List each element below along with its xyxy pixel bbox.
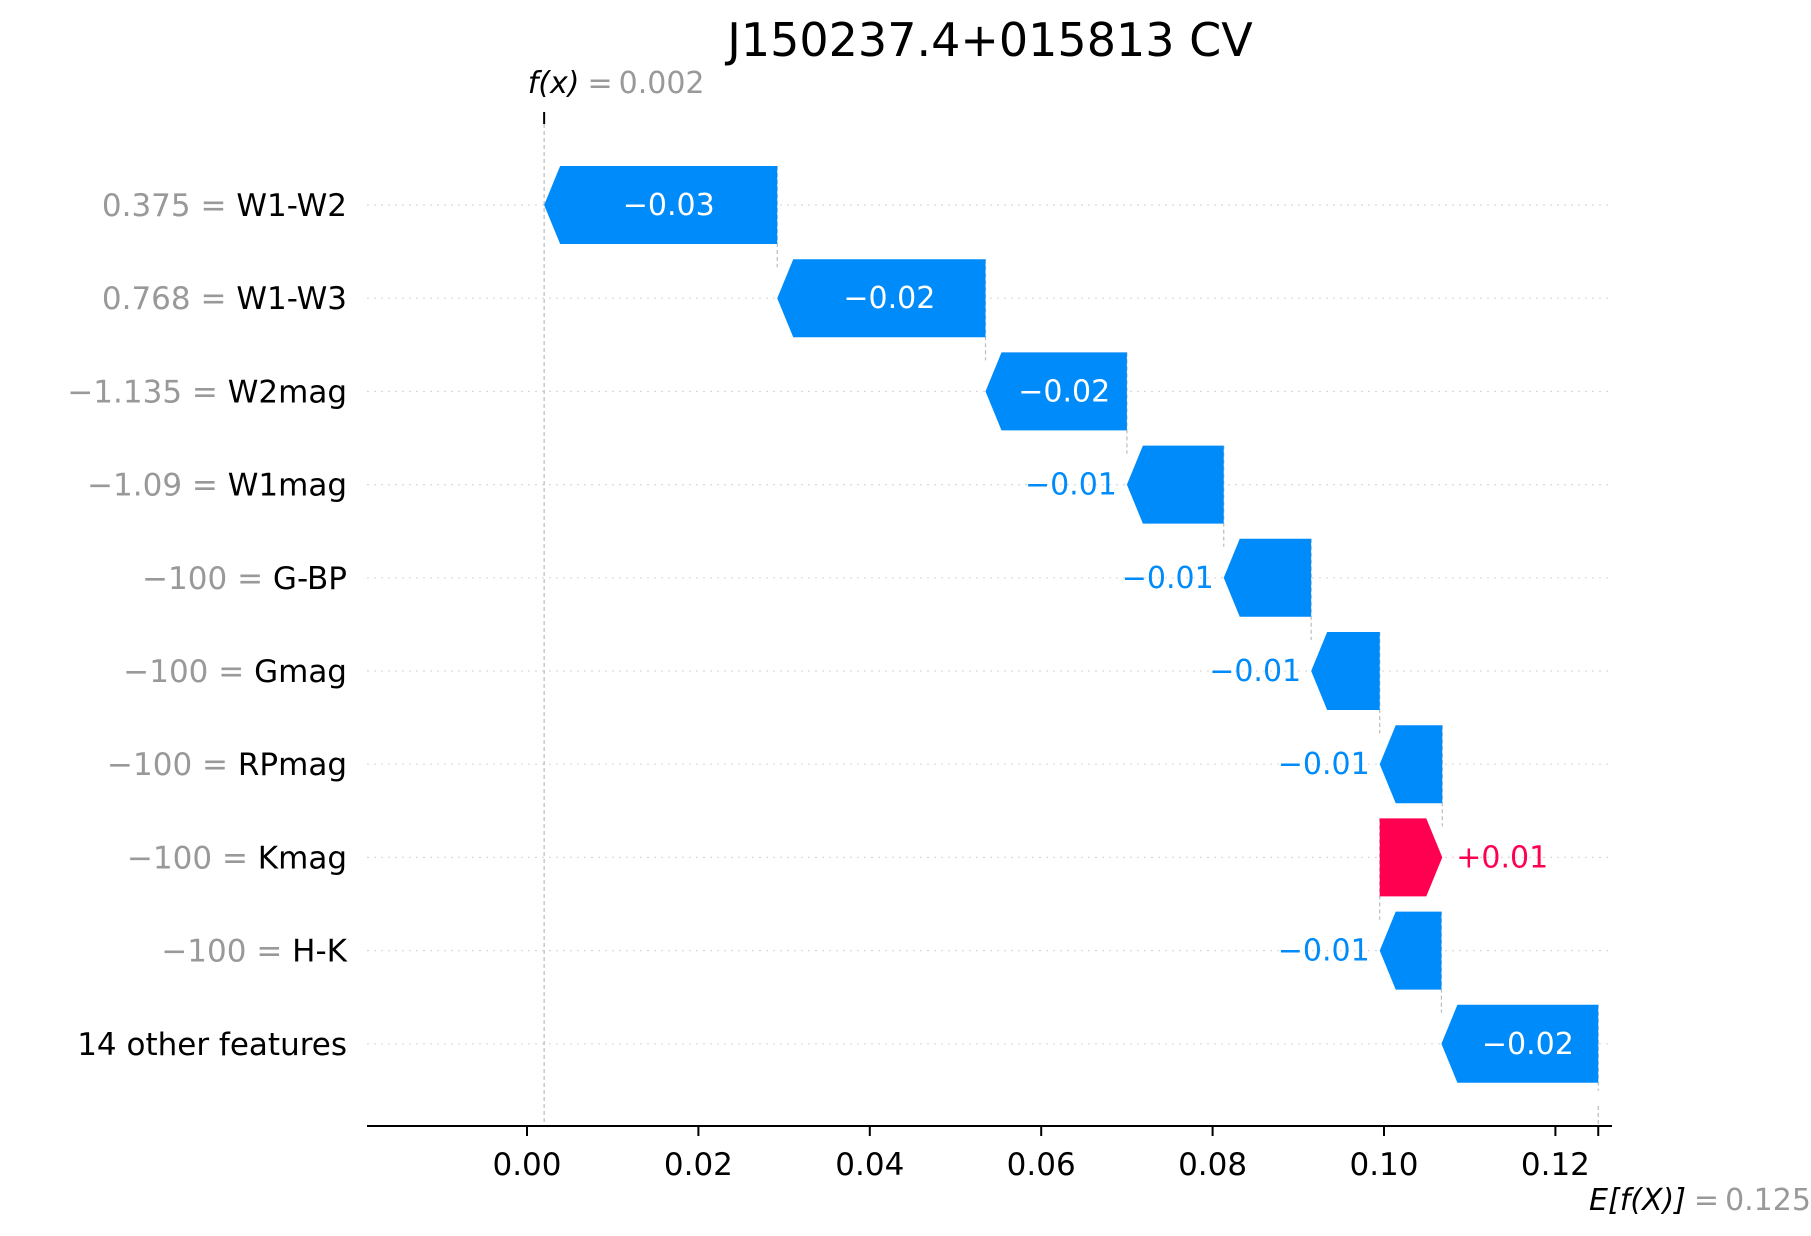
equals-sign: = (182, 374, 228, 410)
feature-value: 0.375 (102, 188, 191, 224)
bar-value-label: −0.01 (1209, 654, 1301, 689)
bar-7 (1379, 725, 1443, 804)
x-tick-label: 0.10 (1349, 1147, 1418, 1183)
feature-label: −1.09 = W1mag (87, 468, 347, 504)
feature-value: −100 (127, 840, 212, 876)
x-tick-label: 0.04 (835, 1147, 904, 1183)
bar-value-label: −0.02 (1482, 1027, 1574, 1062)
feature-label: −100 = G-BP (142, 561, 347, 597)
feature-label: 0.375 = W1-W2 (102, 188, 347, 224)
feature-label: 0.768 = W1-W3 (102, 281, 347, 317)
feature-label: −100 = RPmag (107, 747, 347, 783)
bar-value-label: −0.03 (623, 188, 715, 223)
equals-sign: = (246, 934, 292, 970)
feature-label: −100 = Gmag (123, 654, 347, 690)
feature-value: −100 (161, 934, 246, 970)
equals-sign: = (182, 468, 228, 504)
feature-name: Gmag (254, 654, 347, 690)
ex-value: 0.125 (1725, 1183, 1811, 1218)
feature-label: −100 = H-K (161, 934, 347, 970)
bar-10 (1441, 1004, 1599, 1083)
equals-sign: = (191, 281, 237, 317)
feature-value: 0.768 (102, 281, 191, 317)
bar-value-label: −0.01 (1122, 561, 1214, 596)
feature-label: −1.135 = W2mag (67, 374, 347, 410)
feature-labels: 0.375 = W1-W2 0.768 = W1-W3 −1.135 = W2mag… (67, 188, 347, 1063)
bar-value-label: −0.01 (1278, 747, 1370, 782)
bar-value-label: −0.01 (1025, 468, 1117, 503)
bar-4 (1126, 445, 1224, 524)
x-tick-label: 0.06 (1007, 1147, 1076, 1183)
bars: −0.03 −0.02 −0.02 −0.01 −0.01 −0.01 −0.01 +0.01… (544, 166, 1599, 1083)
bar-value-label: −0.02 (843, 281, 935, 316)
bar-5 (1223, 538, 1312, 617)
ex-annotation: E[f(X)] = 0.125 (1589, 1183, 1811, 1218)
bar-8 (1379, 818, 1443, 897)
x-axis: 0.00 0.02 0.04 0.06 0.08 0.10 0.12 (367, 1125, 1612, 1183)
feature-value: −100 (123, 654, 208, 690)
bar-6 (1311, 632, 1380, 710)
bar-2 (777, 259, 986, 338)
feature-value: −1.09 (87, 468, 182, 504)
feature-name: W1-W2 (236, 188, 347, 224)
equals-sign: = (208, 654, 254, 690)
bar-value-label: −0.01 (1278, 934, 1370, 969)
bar-3 (985, 352, 1127, 431)
fx-annotation: f(x) = 0.002 (528, 66, 705, 101)
bar-value-label: +0.01 (1456, 840, 1548, 875)
feature-value: −100 (107, 747, 192, 783)
equals-sign: = (192, 747, 238, 783)
equals-sign: = (212, 840, 258, 876)
ex-label: E[f(X)] (1589, 1183, 1686, 1218)
feature-name: 14 other features (77, 1027, 347, 1063)
feature-name: Kmag (258, 840, 347, 876)
bar-9 (1379, 911, 1442, 990)
feature-name: H-K (292, 934, 347, 970)
feature-name: W1mag (228, 468, 347, 504)
equals-sign: = (191, 188, 237, 224)
bar-1 (544, 166, 778, 244)
x-tick-label: 0.02 (664, 1147, 733, 1183)
bar-value-label: −0.02 (1018, 374, 1110, 409)
feature-value: −100 (142, 561, 227, 597)
fx-value: 0.002 (619, 66, 705, 101)
feature-name: W1-W3 (236, 281, 347, 317)
feature-label: −100 = Kmag (127, 840, 347, 876)
fx-label: f(x) (528, 66, 580, 101)
feature-name: RPmag (238, 747, 347, 783)
feature-label: 14 other features (77, 1027, 347, 1063)
x-tick-label: 0.08 (1178, 1147, 1247, 1183)
equals-sign: = (227, 561, 273, 597)
feature-name: G-BP (273, 561, 347, 597)
feature-name: W2mag (228, 374, 347, 410)
chart-title: J150237.4+015813 CV (724, 13, 1253, 67)
x-tick-label: 0.00 (492, 1147, 561, 1183)
feature-value: −1.135 (67, 374, 182, 410)
x-tick-label: 0.12 (1521, 1147, 1590, 1183)
